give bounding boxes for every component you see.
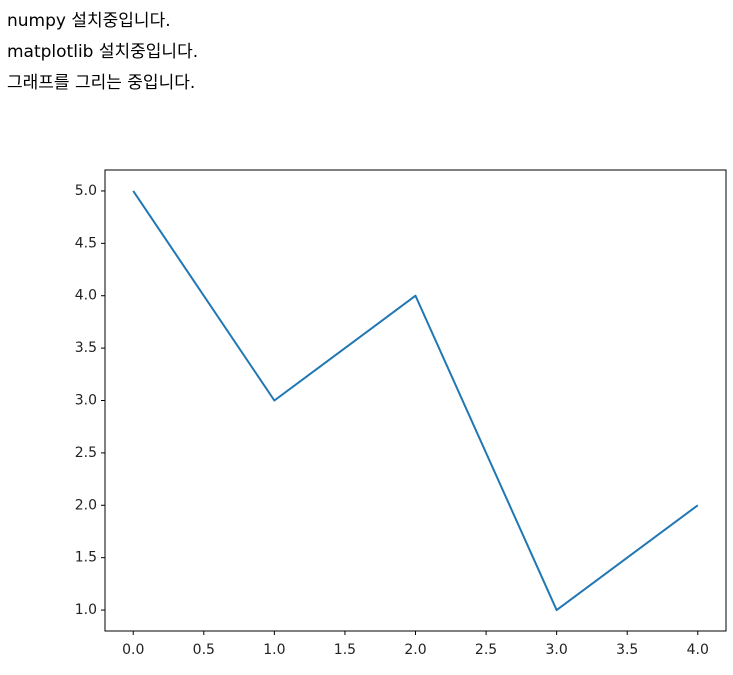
y-tick-label: 5.0 — [75, 183, 97, 199]
output-line: matplotlib 설치중입니다. — [7, 42, 199, 62]
y-tick-label: 2.0 — [75, 497, 97, 513]
y-tick-label: 4.0 — [75, 288, 97, 304]
output-line: numpy 설치중입니다. — [7, 11, 171, 31]
output-text: numpy 설치중입니다. matplotlib 설치중입니다. 그래프를 그리… — [7, 6, 198, 99]
x-tick-label: 1.5 — [334, 642, 356, 658]
y-tick-label: 1.0 — [75, 602, 97, 618]
x-tick-label: 2.5 — [475, 642, 497, 658]
x-tick-label: 3.0 — [546, 642, 568, 658]
y-tick-label: 4.5 — [75, 235, 97, 251]
y-tick-label: 1.5 — [75, 550, 97, 566]
x-tick-label: 4.0 — [687, 642, 709, 658]
y-tick-label: 2.5 — [75, 445, 97, 461]
y-tick-label: 3.0 — [75, 393, 97, 409]
y-tick-label: 3.5 — [75, 340, 97, 356]
axes-frame — [104, 169, 727, 632]
x-tick-label: 1.0 — [263, 642, 285, 658]
x-tick-label: 0.5 — [193, 642, 215, 658]
x-tick-label: 0.0 — [122, 642, 144, 658]
x-tick-label: 2.0 — [404, 642, 426, 658]
x-tick-label: 3.5 — [616, 642, 638, 658]
output-line: 그래프를 그리는 중입니다. — [7, 73, 196, 93]
line — [132, 190, 699, 612]
